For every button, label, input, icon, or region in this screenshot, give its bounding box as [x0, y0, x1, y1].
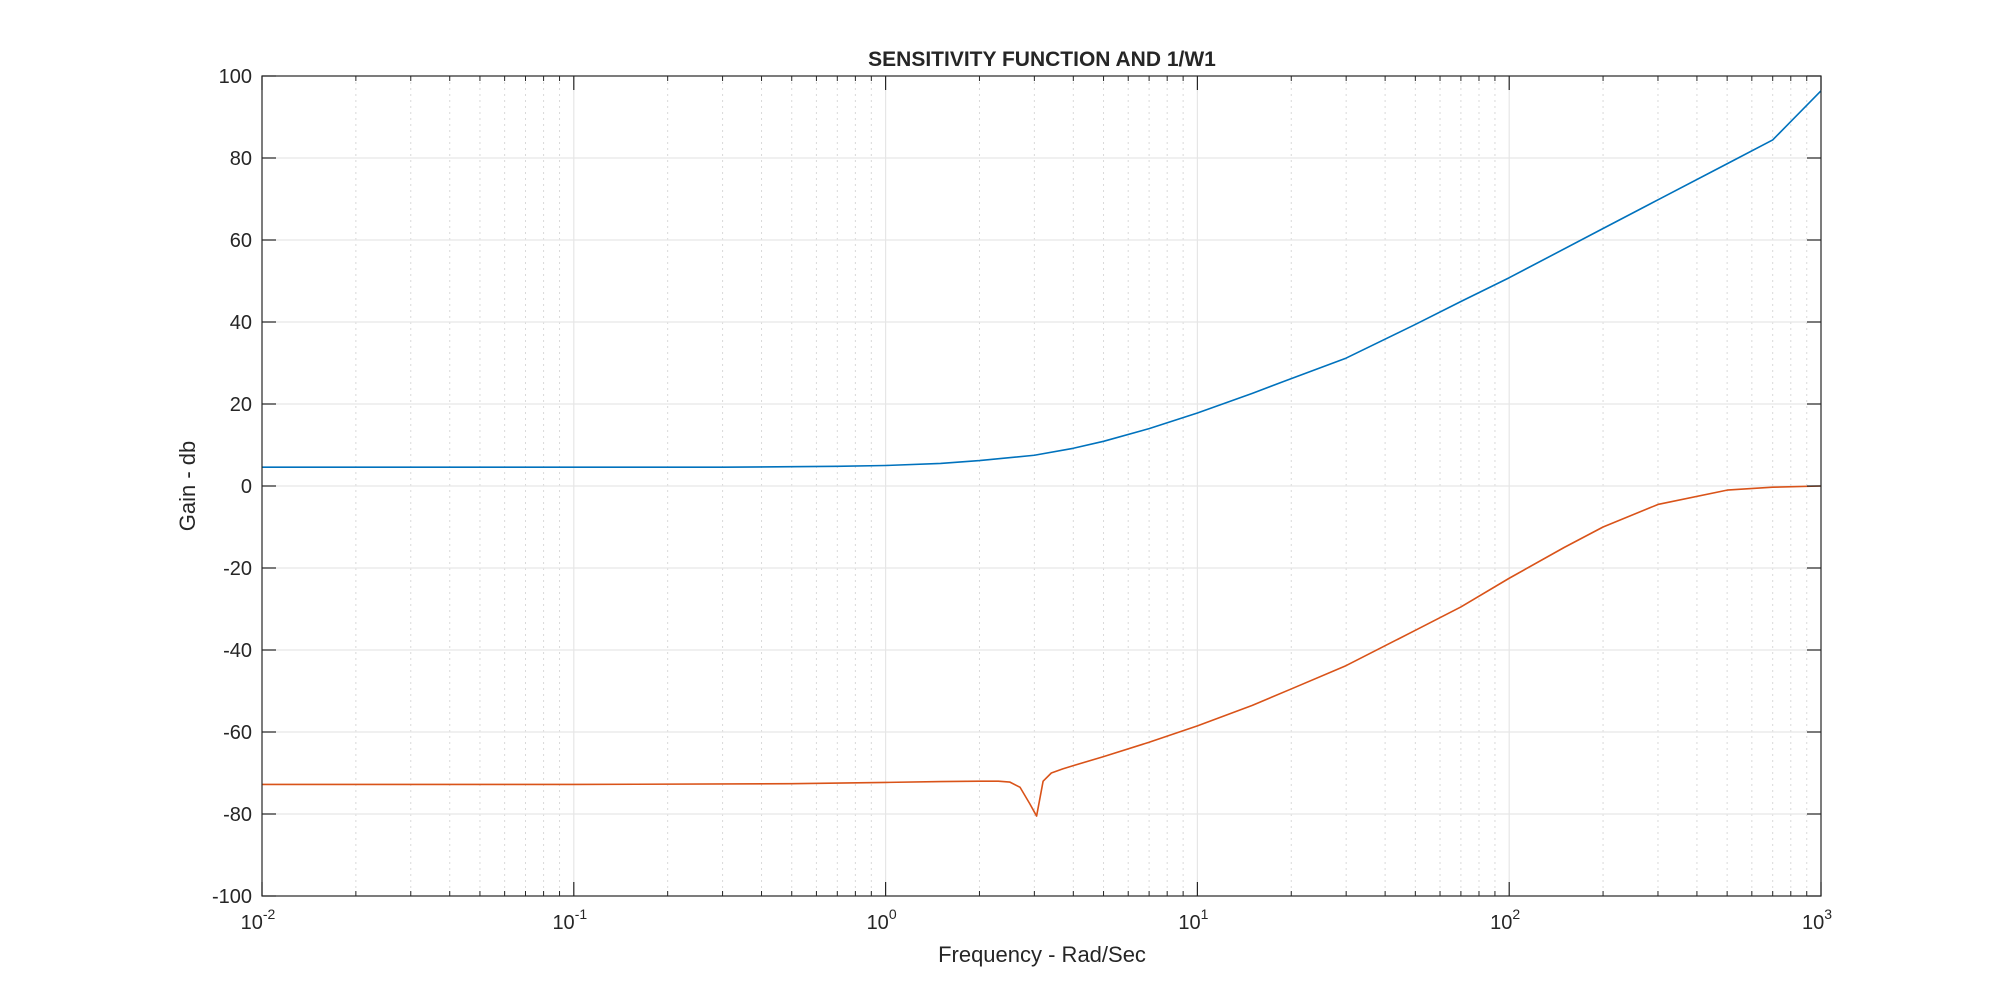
x-tick-labels: 10-2 10-1 100 101 102 103 [241, 906, 1833, 934]
y-tick-label: 0 [241, 476, 252, 498]
x-tick-label-exponent: 3 [1824, 906, 1832, 922]
x-tick-label-base: 10 [241, 912, 263, 934]
x-tick-label-base: 10 [1802, 912, 1824, 934]
y-tick-label: 20 [230, 394, 252, 416]
y-tick-label: -60 [223, 722, 252, 744]
x-axis-label: Frequency - Rad/Sec [938, 942, 1146, 967]
series-line-1 [262, 90, 1822, 468]
y-tick-label: 80 [230, 148, 252, 170]
x-tick-label-exponent: 0 [889, 906, 897, 922]
x-tick-label-exponent: -1 [575, 906, 588, 922]
chart-title: SENSITIVITY FUNCTION AND 1/W1 [868, 48, 1216, 71]
x-tick-label-exponent: 2 [1512, 906, 1520, 922]
x-tick-label-base: 10 [1178, 912, 1200, 934]
x-tick-label: 101 [1178, 906, 1208, 934]
x-tick-label: 102 [1490, 906, 1520, 934]
y-tick-label: -100 [212, 886, 252, 908]
ticks [261, 75, 1822, 897]
y-tick-labels: 100 80 60 40 20 0 -20 -40 -60 -80 -100 [212, 66, 252, 908]
series-group [262, 90, 1822, 817]
y-tick-label: 40 [230, 312, 252, 334]
y-tick-label: 100 [219, 66, 252, 88]
x-tick-label-base: 10 [552, 912, 574, 934]
x-tick-label-exponent: 1 [1201, 906, 1209, 922]
x-tick-label: 10-2 [241, 906, 276, 934]
x-tick-label: 103 [1802, 906, 1832, 934]
y-tick-label: -20 [223, 558, 252, 580]
x-tick-label: 10-1 [552, 906, 587, 934]
y-tick-label: -40 [223, 640, 252, 662]
y-axis-label: Gain - db [175, 441, 200, 532]
y-tick-label: 60 [230, 230, 252, 252]
x-tick-label-base: 10 [1490, 912, 1512, 934]
grid [262, 76, 1821, 896]
x-tick-label-base: 10 [867, 912, 889, 934]
x-tick-label-exponent: -2 [263, 906, 276, 922]
series-line-2 [262, 485, 1822, 817]
y-tick-label: -80 [223, 804, 252, 826]
x-tick-label: 100 [867, 906, 897, 934]
